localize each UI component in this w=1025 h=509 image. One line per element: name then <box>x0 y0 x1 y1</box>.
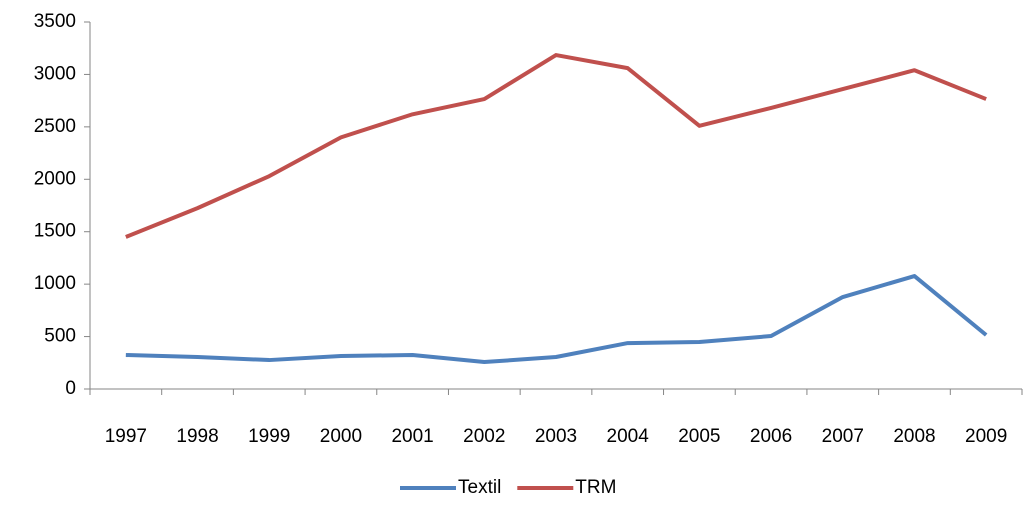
y-tick-label: 3000 <box>34 63 76 84</box>
x-tick-label: 1998 <box>176 426 218 447</box>
y-tick-label: 2500 <box>34 116 76 137</box>
legend-label: Textil <box>458 477 501 498</box>
x-tick-label: 2004 <box>607 426 650 447</box>
x-tick-label: 1999 <box>248 426 290 447</box>
x-tick-label: 2007 <box>822 426 864 447</box>
y-tick-label: 2000 <box>34 168 76 189</box>
x-tick-label: 1997 <box>105 426 147 447</box>
x-tick-label: 2001 <box>391 426 433 447</box>
legend-label: TRM <box>575 477 616 498</box>
line-series <box>125 53 987 239</box>
y-tick-label: 1500 <box>34 221 76 242</box>
y-tick-label: 1000 <box>34 273 76 294</box>
line-series <box>125 274 988 365</box>
y-tick-label: 3500 <box>34 11 76 32</box>
y-tick-label: 0 <box>65 378 76 399</box>
x-tick-label: 2006 <box>750 426 792 447</box>
x-tick-label: 2002 <box>463 426 505 447</box>
x-tick-label: 2008 <box>893 426 935 447</box>
y-tick-label: 500 <box>44 326 76 347</box>
x-tick-label: 2005 <box>678 426 720 447</box>
x-tick-label: 2000 <box>320 426 362 447</box>
x-tick-label: 2003 <box>535 426 577 447</box>
x-tick-label: 2009 <box>965 426 1007 447</box>
